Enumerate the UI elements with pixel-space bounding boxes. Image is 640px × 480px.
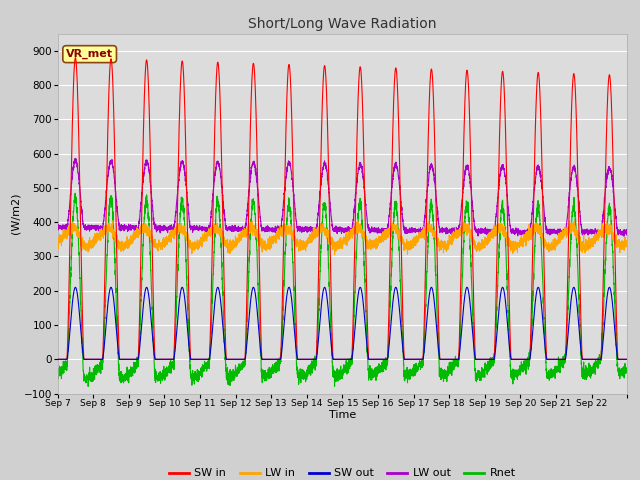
LW in bbox=[172, 228, 179, 234]
Line: LW in: LW in bbox=[58, 220, 627, 255]
LW out bbox=[541, 223, 549, 229]
LW out bbox=[527, 222, 534, 228]
Title: Short/Long Wave Radiation: Short/Long Wave Radiation bbox=[248, 17, 436, 31]
Line: SW out: SW out bbox=[58, 288, 627, 360]
SW in bbox=[499, 69, 507, 74]
SW in bbox=[394, 107, 402, 112]
SW out bbox=[527, 350, 534, 356]
Rnet bbox=[364, 357, 372, 362]
SW out bbox=[364, 350, 372, 356]
LW in bbox=[364, 238, 372, 243]
LW in bbox=[394, 229, 402, 235]
LW out bbox=[623, 231, 631, 237]
Rnet bbox=[54, 373, 61, 379]
Line: LW out: LW out bbox=[58, 158, 627, 236]
LW out bbox=[620, 233, 628, 239]
LW in bbox=[499, 227, 507, 233]
SW in bbox=[54, 357, 61, 362]
SW in bbox=[172, 286, 180, 291]
LW in bbox=[331, 252, 339, 258]
LW out bbox=[499, 163, 507, 168]
Rnet bbox=[84, 384, 92, 389]
X-axis label: Time: Time bbox=[329, 409, 356, 420]
Rnet bbox=[172, 317, 180, 323]
SW out bbox=[54, 357, 61, 362]
SW in bbox=[72, 55, 79, 60]
Rnet bbox=[541, 351, 549, 357]
Rnet bbox=[499, 205, 507, 211]
Rnet bbox=[394, 227, 402, 232]
Line: Rnet: Rnet bbox=[58, 193, 627, 386]
Rnet bbox=[623, 368, 631, 373]
LW in bbox=[54, 243, 61, 249]
LW out bbox=[172, 209, 180, 215]
SW out bbox=[541, 348, 549, 354]
SW out bbox=[499, 285, 507, 290]
SW out bbox=[72, 285, 79, 290]
Rnet bbox=[71, 191, 79, 196]
LW out bbox=[72, 156, 79, 161]
Y-axis label: (W/m2): (W/m2) bbox=[11, 193, 21, 234]
Line: SW in: SW in bbox=[58, 58, 627, 360]
SW out bbox=[623, 357, 631, 362]
SW in bbox=[527, 330, 534, 336]
SW in bbox=[364, 332, 372, 337]
LW out bbox=[394, 171, 402, 177]
LW in bbox=[541, 238, 549, 244]
SW out bbox=[394, 295, 402, 300]
SW in bbox=[541, 324, 549, 330]
Text: VR_met: VR_met bbox=[66, 49, 113, 59]
LW in bbox=[354, 217, 362, 223]
LW out bbox=[364, 221, 372, 227]
Rnet bbox=[527, 347, 535, 353]
LW in bbox=[623, 242, 631, 248]
LW out bbox=[54, 226, 61, 232]
LW in bbox=[527, 237, 535, 242]
SW in bbox=[623, 357, 631, 362]
Legend: SW in, LW in, SW out, LW out, Rnet: SW in, LW in, SW out, LW out, Rnet bbox=[164, 464, 520, 480]
SW out bbox=[172, 339, 180, 345]
